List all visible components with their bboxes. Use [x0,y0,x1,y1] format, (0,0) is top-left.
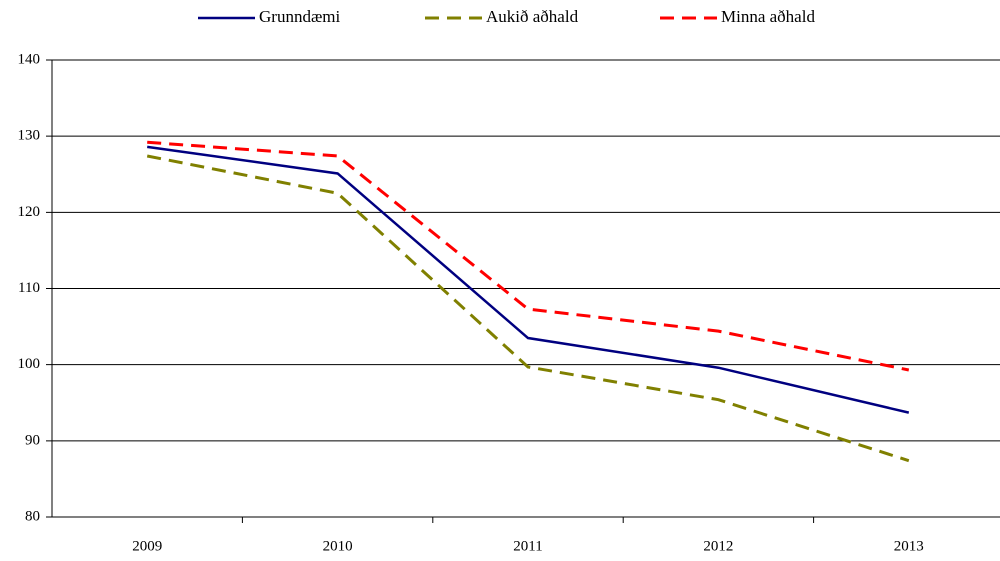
x-tick-label: 2010 [323,538,353,554]
y-tick-label: 80 [25,508,40,524]
y-tick-label: 110 [18,280,40,296]
y-tick-label: 130 [18,128,41,144]
legend-label: Aukið aðhald [486,7,579,26]
y-tick-label: 120 [18,204,41,220]
x-tick-label: 2009 [132,538,162,554]
y-tick-label: 140 [18,51,41,67]
x-tick-label: 2011 [513,538,542,554]
series-line [147,145,910,414]
x-tick-label: 2012 [703,538,733,554]
y-tick-label: 90 [25,432,40,448]
x-tick-label: 2013 [894,538,924,554]
legend-label: Grunndæmi [259,7,341,26]
y-tick-label: 100 [18,356,41,372]
legend-label: Minna aðhald [721,7,815,26]
series-line [147,140,910,372]
series-line [146,154,910,463]
legend: Grunndæmi Aukið aðhald Minna aðhald [198,7,815,26]
